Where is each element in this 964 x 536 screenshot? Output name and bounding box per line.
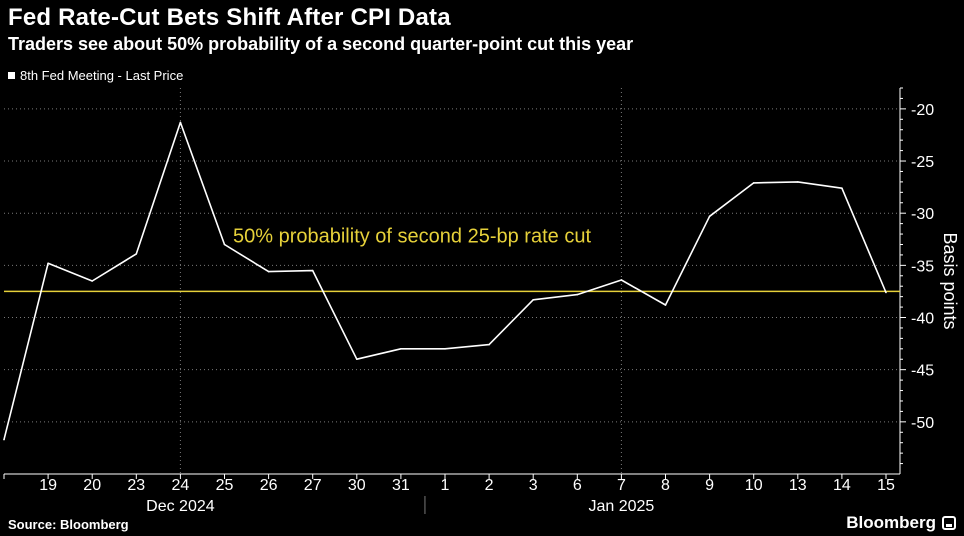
brand-name: Bloomberg (846, 513, 936, 532)
data-point (532, 298, 534, 301)
data-point (444, 348, 446, 350)
x-tick-label: 8 (661, 477, 670, 494)
y-tick-label: -30 (911, 206, 934, 223)
x-tick-label: 15 (877, 477, 895, 494)
data-point (47, 262, 49, 265)
x-month-label: Jan 2025 (588, 498, 654, 515)
data-point (179, 121, 182, 124)
y-tick-label: -25 (911, 154, 934, 171)
x-tick-label: 13 (789, 477, 807, 494)
x-tick-label: 31 (392, 477, 410, 494)
legend-swatch (8, 72, 15, 79)
x-tick-label: 26 (260, 477, 278, 494)
brand-logo: Bloomberg (846, 513, 956, 533)
x-tick-label: 24 (172, 477, 190, 494)
data-point (797, 181, 799, 183)
legend: 8th Fed Meeting - Last Price (8, 68, 183, 83)
y-tick-label: -45 (911, 363, 934, 380)
data-point (91, 280, 93, 282)
x-tick-label: 6 (573, 477, 582, 494)
x-tick-label: 23 (127, 477, 145, 494)
chart-subtitle: Traders see about 50% probability of a s… (8, 34, 634, 54)
x-tick-label: 14 (833, 477, 851, 494)
x-tick-label: 20 (83, 477, 101, 494)
source-note: Source: Bloomberg (8, 517, 129, 532)
reference-line-label: 50% probability of second 25-bp rate cut (233, 225, 591, 247)
chart-title: Fed Rate-Cut Bets Shift After CPI Data (8, 4, 451, 31)
series-line (3, 121, 887, 440)
x-tick-label: 3 (529, 477, 538, 494)
data-point (752, 182, 755, 184)
data-point (135, 253, 138, 255)
bloomberg-terminal-icon (942, 516, 956, 530)
x-tick-label: 10 (745, 477, 763, 494)
data-point (267, 270, 270, 273)
x-tick-label: 2 (485, 477, 494, 494)
data-point (311, 269, 314, 272)
x-tick-label: 25 (216, 477, 234, 494)
data-point (841, 187, 843, 189)
legend-label: 8th Fed Meeting - Last Price (20, 68, 184, 83)
x-tick-label: 7 (617, 477, 626, 494)
data-point (400, 348, 402, 350)
data-point (356, 358, 358, 361)
x-tick-label: 30 (348, 477, 366, 494)
data-point (885, 291, 887, 294)
y-tick-label: -20 (911, 102, 934, 119)
data-point (664, 304, 667, 306)
x-tick-label: 27 (304, 477, 322, 494)
y-axis-label: Basis points (940, 232, 960, 329)
data-point (223, 243, 226, 246)
y-tick-label: -50 (911, 415, 934, 432)
data-point (576, 293, 579, 296)
x-month-label: Dec 2024 (146, 498, 215, 515)
y-tick-label: -40 (911, 311, 934, 328)
data-point (708, 215, 711, 218)
data-point (488, 343, 490, 346)
x-tick-label: 1 (441, 477, 450, 494)
data-point (3, 438, 5, 441)
data-point (620, 279, 623, 281)
x-tick-label: 19 (39, 477, 57, 494)
y-tick-label: -35 (911, 258, 934, 275)
x-tick-label: 9 (705, 477, 714, 494)
